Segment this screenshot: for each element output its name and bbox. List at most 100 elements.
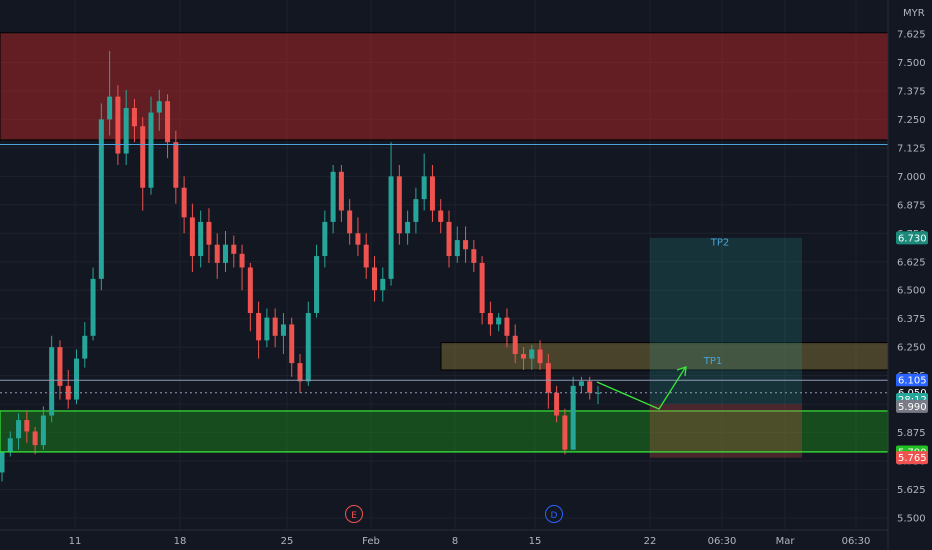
event-marker-label: E	[351, 511, 357, 521]
candle-body	[40, 415, 46, 446]
price-tick-label: 7.000	[897, 172, 926, 183]
event-marker-label: D	[551, 511, 558, 521]
candle-body	[347, 210, 353, 234]
candle-body	[454, 240, 460, 257]
supply-zone	[0, 32, 889, 141]
candle-body	[16, 420, 22, 439]
projection-arrowhead	[676, 366, 687, 377]
price-axis-badge-text: 5.990	[898, 402, 927, 413]
price-tick-label: 7.625	[897, 30, 926, 41]
time-tick-label: 22	[644, 536, 657, 547]
candle-body	[504, 317, 510, 336]
price-tick-label: 7.375	[897, 86, 926, 97]
price-axis-badge-text: 6.105	[898, 376, 927, 387]
candle-body	[272, 317, 278, 336]
candle-body	[123, 108, 129, 154]
candle-body	[148, 112, 154, 188]
candle-body	[156, 101, 162, 113]
price-axis-badge-text: 6.730	[898, 233, 927, 244]
candle-body	[330, 171, 336, 222]
candle-body	[537, 349, 543, 364]
candle-body	[7, 438, 13, 452]
candle-body	[338, 171, 344, 211]
target-label: TP2	[710, 237, 730, 248]
time-tick-label: 15	[529, 536, 542, 547]
candle-body	[429, 176, 435, 211]
price-tick-label: 7.250	[897, 115, 926, 126]
price-tick-label: 5.625	[897, 485, 926, 496]
candle-body	[231, 244, 237, 254]
event-marker	[345, 505, 363, 523]
time-tick-label: 11	[69, 536, 82, 547]
candle-body	[446, 221, 452, 257]
event-marker	[545, 505, 563, 523]
time-tick-label: 25	[281, 536, 294, 547]
candle-body	[388, 176, 394, 279]
candle-body	[90, 278, 96, 336]
candle-body	[107, 96, 113, 120]
time-tick-label: 06:30	[842, 536, 871, 547]
annotations: TP2 TP1 E D	[345, 237, 730, 523]
target-label: TP1	[703, 356, 723, 367]
price-tick-label: 6.500	[897, 286, 926, 297]
time-tick-label: 18	[174, 536, 187, 547]
candle-body	[173, 142, 179, 188]
candle-body	[165, 101, 171, 143]
candle-body	[98, 119, 104, 279]
price-axis-badge	[896, 399, 928, 413]
candle-body	[198, 221, 204, 257]
candle-body	[264, 317, 270, 341]
profit-area	[650, 237, 802, 405]
price-tick-label: 7.500	[897, 58, 926, 69]
loss-area	[650, 404, 802, 458]
candle-body	[189, 217, 195, 257]
candle-body	[49, 347, 55, 416]
candle-body	[140, 126, 146, 188]
candle-body	[578, 381, 584, 386]
price-tick-label: 6.250	[897, 343, 926, 354]
candle-body	[322, 221, 328, 257]
candle-body	[74, 358, 79, 400]
candle-body	[214, 244, 220, 263]
candles	[0, 51, 601, 482]
price-tick-label: 6.875	[897, 200, 926, 211]
price-tick-label: 5.875	[897, 428, 926, 439]
candle-body	[65, 385, 71, 400]
candle-body	[463, 240, 469, 250]
candle-body	[363, 244, 369, 268]
price-axis-badge	[896, 231, 928, 245]
candle-body	[57, 347, 63, 386]
candle-body	[115, 96, 121, 154]
price-tick-label: 6.625	[897, 257, 926, 268]
candle-body	[131, 108, 137, 127]
candle-body	[305, 313, 311, 382]
candle-body	[496, 317, 502, 325]
time-tick-label: 8	[452, 536, 458, 547]
candle-body	[396, 176, 402, 234]
time-tick-label: Feb	[362, 536, 380, 547]
candle-body	[421, 176, 427, 200]
candle-body	[82, 335, 88, 359]
candle-body	[247, 267, 253, 314]
time-axis[interactable]: 11 18 25 Feb 8 15 22 06:30 Mar 06:30	[69, 536, 871, 547]
price-axis-badge	[896, 451, 928, 465]
candle-body	[181, 187, 187, 218]
candle-body	[487, 313, 493, 325]
candle-body	[554, 392, 560, 416]
candle-body	[206, 221, 212, 245]
candle-body	[0, 451, 5, 473]
candle-body	[372, 267, 377, 291]
price-axis-badge-text: 5.765	[898, 453, 927, 464]
candle-body	[587, 381, 593, 393]
candle-body	[479, 262, 485, 314]
candle-body	[405, 221, 411, 234]
candle-body	[438, 210, 444, 222]
candle-body	[562, 415, 568, 450]
candle-body	[570, 385, 576, 450]
price-tick-label: 7.125	[897, 143, 926, 154]
time-tick-label: Mar	[776, 536, 796, 547]
candle-body	[545, 363, 551, 393]
